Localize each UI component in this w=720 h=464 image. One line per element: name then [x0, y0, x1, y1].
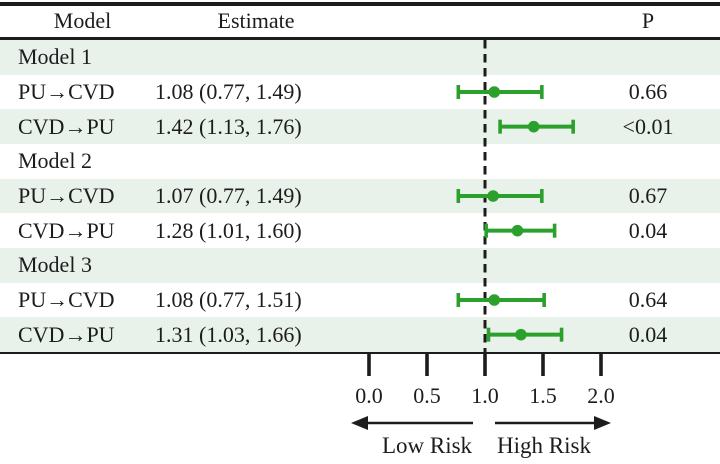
- low-risk-arrow: [351, 416, 473, 430]
- estimate-value: 1.42 (1.13, 1.76): [155, 113, 302, 139]
- p-value: [608, 144, 688, 179]
- model-label: PU→CVD: [18, 79, 115, 104]
- model-label: Model 1: [18, 44, 92, 70]
- model-label: CVD→PU: [18, 217, 115, 243]
- group-row: Model 1: [0, 40, 720, 75]
- column-header-estimate: Estimate: [217, 8, 295, 33]
- right-arrowhead-icon: [594, 416, 611, 430]
- column-header-p: P: [641, 8, 655, 33]
- estimate-value: 1.07 (0.77, 1.49): [155, 183, 302, 209]
- group-row: Model 2: [0, 144, 720, 179]
- table-body: Model 1 PU→CVD 1.08 (0.77, 1.49) 0.66 CVD→PU…: [0, 40, 720, 353]
- axis-tick-label: 0.0: [355, 383, 383, 408]
- table-row: PU→CVD 1.08 (0.77, 1.49) 0.66: [0, 75, 720, 110]
- model-label: CVD→PU: [18, 321, 115, 347]
- table-row: PU→CVD 1.07 (0.77, 1.49) 0.67: [0, 178, 720, 214]
- high-risk-label: High Risk: [497, 433, 591, 458]
- p-value: [608, 248, 688, 283]
- header-underline: [0, 37, 720, 40]
- p-value: [608, 40, 688, 75]
- p-value: 0.67: [628, 183, 668, 209]
- left-arrowhead-icon: [351, 416, 368, 430]
- estimate-value: 1.28 (1.01, 1.60): [155, 217, 302, 243]
- high-risk-arrow: [495, 416, 611, 430]
- table-row: CVD→PU 1.28 (1.01, 1.60) 0.04: [0, 213, 720, 248]
- model-label: PU→CVD: [18, 183, 115, 209]
- p-value: <0.01: [622, 113, 674, 139]
- model-label: Model 2: [18, 148, 92, 174]
- group-row: Model 3: [0, 248, 720, 283]
- top-border-line: [0, 2, 720, 6]
- estimate-value: 1.08 (0.77, 1.49): [155, 79, 302, 104]
- estimate-value: 1.31 (1.03, 1.66): [155, 321, 302, 347]
- estimate-value: 1.08 (0.77, 1.51): [155, 287, 302, 313]
- model-label: CVD→PU: [18, 113, 115, 139]
- axis-tick-label: 1.5: [529, 383, 557, 408]
- column-header-model: Model: [53, 8, 112, 33]
- p-value: 0.64: [628, 287, 668, 313]
- table-header: Model Estimate P: [0, 4, 720, 37]
- axis-tick-label: 0.5: [413, 383, 441, 408]
- model-label: PU→CVD: [18, 287, 115, 313]
- axis-tick-label: 1.0: [471, 383, 499, 408]
- p-value: 0.04: [628, 217, 668, 243]
- model-label: Model 3: [18, 252, 92, 278]
- table-row: CVD→PU 1.42 (1.13, 1.76) <0.01: [0, 109, 720, 145]
- p-value: 0.66: [628, 79, 668, 104]
- axis-tick-label: 2.0: [587, 383, 615, 408]
- table-row: PU→CVD 1.08 (0.77, 1.51) 0.64: [0, 283, 720, 318]
- table-row: CVD→PU 1.31 (1.03, 1.66) 0.04: [0, 317, 720, 353]
- p-value: 0.04: [628, 321, 668, 347]
- bottom-border-line: [0, 352, 720, 354]
- low-risk-label: Low Risk: [381, 433, 473, 458]
